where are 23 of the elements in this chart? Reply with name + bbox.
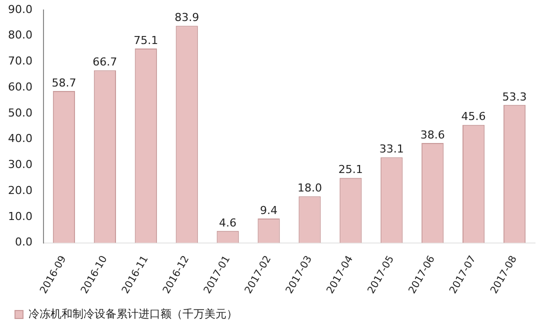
- data-label: 33.1: [379, 142, 404, 156]
- y-tick-label: 70.0: [8, 54, 32, 68]
- legend-label: 冷冻机和制冷设备累计进口额（千万美元）: [28, 307, 238, 320]
- y-tick-label: 0.0: [14, 236, 32, 249]
- data-label: 38.6: [420, 128, 445, 142]
- data-label: 75.1: [134, 34, 158, 47]
- data-label: 58.7: [52, 76, 76, 90]
- y-tick-label: 60.0: [8, 80, 32, 94]
- data-label: 4.6: [219, 216, 237, 230]
- data-label: 9.4: [260, 204, 278, 217]
- data-label: 83.9: [174, 11, 200, 24]
- data-label: 53.3: [502, 90, 527, 104]
- y-tick-label: 90.0: [8, 2, 32, 16]
- y-tick-label: 20.0: [8, 184, 32, 197]
- data-label: 66.7: [92, 56, 118, 69]
- data-label: 25.1: [338, 163, 363, 176]
- y-tick-label: 30.0: [8, 158, 32, 172]
- y-tick-label: 50.0: [8, 106, 32, 120]
- y-tick-label: 80.0: [8, 28, 32, 42]
- y-tick-label: 10.0: [8, 210, 32, 223]
- y-tick-label: 40.0: [8, 132, 32, 146]
- data-label: 18.0: [297, 182, 322, 195]
- data-label: 45.6: [461, 110, 486, 124]
